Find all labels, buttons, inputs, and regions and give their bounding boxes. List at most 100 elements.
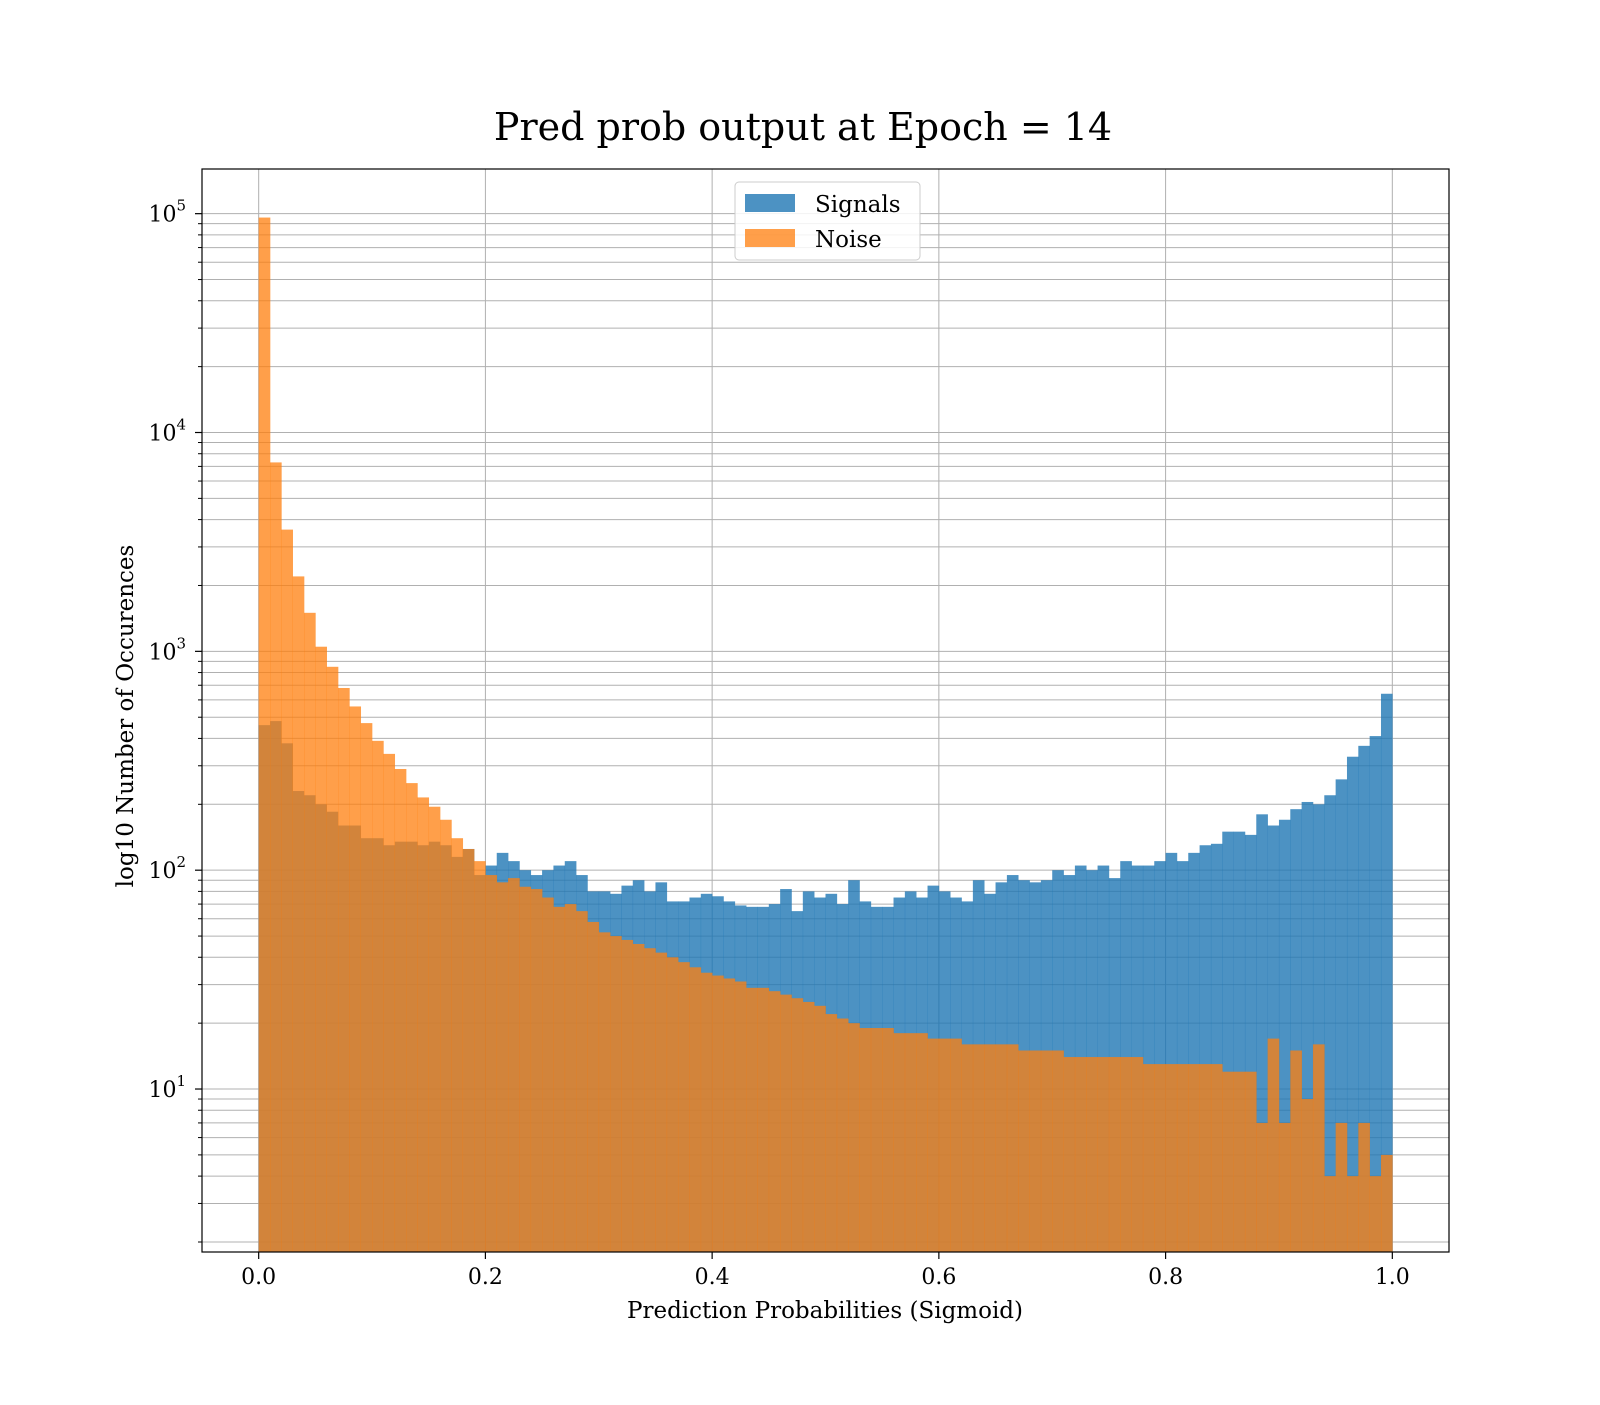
noise-bar xyxy=(961,1044,974,1252)
noise-bar xyxy=(383,753,396,1252)
series-noise xyxy=(258,217,1393,1253)
noise-bar xyxy=(315,646,327,1252)
y-tick-label: 101 xyxy=(148,1072,186,1103)
noise-bar xyxy=(1199,1064,1212,1252)
signals-bar xyxy=(1324,795,1336,1252)
signals-bar xyxy=(1369,736,1382,1252)
noise-bar xyxy=(655,952,668,1252)
noise-bar xyxy=(1018,1050,1030,1252)
signals-bar xyxy=(1210,843,1223,1252)
legend-swatch-noise xyxy=(745,229,795,247)
signals-bar xyxy=(1188,852,1200,1252)
noise-bar xyxy=(972,1044,985,1252)
noise-bar xyxy=(984,1044,996,1252)
noise-bar xyxy=(836,1018,849,1252)
noise-bar xyxy=(757,987,770,1252)
noise-bar xyxy=(270,462,282,1253)
noise-bar xyxy=(1120,1057,1132,1252)
signals-bar xyxy=(1301,801,1314,1252)
noise-bar xyxy=(304,612,316,1252)
noise-bar xyxy=(360,723,373,1252)
noise-bar xyxy=(508,878,520,1252)
noise-bar xyxy=(632,943,645,1252)
noise-bar xyxy=(258,217,271,1253)
noise-bar xyxy=(281,529,293,1252)
noise-bar xyxy=(791,998,804,1252)
x-tick-label: 0.2 xyxy=(468,1265,503,1290)
noise-bar xyxy=(689,967,702,1252)
y-tick-label: 104 xyxy=(148,416,186,447)
signals-bar xyxy=(1312,804,1325,1252)
noise-bar xyxy=(1086,1057,1098,1252)
noise-bar xyxy=(1176,1064,1189,1252)
noise-bar xyxy=(1290,1050,1302,1252)
noise-bar xyxy=(870,1028,883,1252)
y-axis-label: log10 Number of Occurences xyxy=(113,545,139,888)
chart-title: Pred prob output at Epoch = 14 xyxy=(494,105,1112,149)
noise-bar xyxy=(564,904,577,1252)
noise-bar xyxy=(1029,1050,1042,1252)
noise-bar xyxy=(723,978,736,1252)
noise-bar xyxy=(349,706,362,1252)
noise-bar xyxy=(893,1033,906,1252)
noise-bar xyxy=(1131,1057,1144,1252)
noise-bar xyxy=(1040,1050,1053,1252)
noise-bar xyxy=(780,994,792,1252)
noise-bar xyxy=(326,666,339,1252)
signals-bar xyxy=(1233,831,1246,1252)
x-tick-label: 0.6 xyxy=(921,1265,956,1290)
noise-bar xyxy=(1063,1057,1076,1252)
noise-bar xyxy=(1006,1044,1019,1252)
plot-frame xyxy=(201,168,1450,1253)
noise-bar xyxy=(1358,1122,1370,1252)
x-tick-label: 0.8 xyxy=(1148,1265,1183,1290)
noise-bar xyxy=(1108,1057,1121,1252)
noise-bar xyxy=(1188,1064,1200,1252)
noise-bar xyxy=(530,889,543,1252)
noise-bar xyxy=(1165,1064,1178,1252)
noise-bar xyxy=(1074,1057,1087,1252)
noise-bar xyxy=(1233,1071,1246,1252)
legend-label-signals: Signals xyxy=(815,192,901,218)
signals-bar xyxy=(1154,861,1166,1252)
noise-bar xyxy=(428,806,441,1252)
noise-bar xyxy=(1244,1071,1257,1252)
noise-bar xyxy=(1154,1064,1166,1252)
noise-bar xyxy=(496,882,509,1252)
noise-bar xyxy=(938,1038,951,1252)
noise-bar xyxy=(927,1038,940,1252)
y-tick-label: 103 xyxy=(148,634,186,665)
noise-bar xyxy=(1210,1064,1223,1252)
noise-bar xyxy=(1097,1057,1110,1252)
legend: Signals Noise xyxy=(734,181,921,261)
signals-bar xyxy=(1176,861,1189,1252)
noise-bar xyxy=(1256,1122,1268,1252)
x-tick-label: 1.0 xyxy=(1375,1265,1410,1290)
noise-bar xyxy=(1267,1038,1280,1252)
noise-bar xyxy=(666,957,679,1252)
signals-bar xyxy=(1222,831,1234,1252)
noise-bar xyxy=(542,897,554,1252)
signals-bar xyxy=(1380,693,1393,1252)
y-tick-label: 102 xyxy=(148,853,186,884)
signals-bar xyxy=(1335,779,1348,1252)
noise-bar xyxy=(1312,1044,1325,1252)
noise-bar xyxy=(1278,1122,1291,1252)
noise-bar xyxy=(462,848,475,1252)
noise-bar xyxy=(576,911,588,1252)
signals-bar xyxy=(1199,845,1212,1252)
signals-bar xyxy=(1358,745,1370,1252)
noise-bar xyxy=(848,1023,860,1252)
noise-bar xyxy=(1335,1122,1348,1252)
x-tick-label: 0.0 xyxy=(241,1265,276,1290)
noise-bar xyxy=(950,1038,962,1252)
noise-bar xyxy=(1324,1176,1336,1252)
noise-bar xyxy=(598,932,611,1252)
noise-bar xyxy=(621,939,634,1252)
x-tick-label: 0.4 xyxy=(695,1265,730,1290)
noise-bar xyxy=(644,948,656,1252)
y-tick-label: 105 xyxy=(148,197,186,228)
noise-bar xyxy=(587,921,600,1252)
